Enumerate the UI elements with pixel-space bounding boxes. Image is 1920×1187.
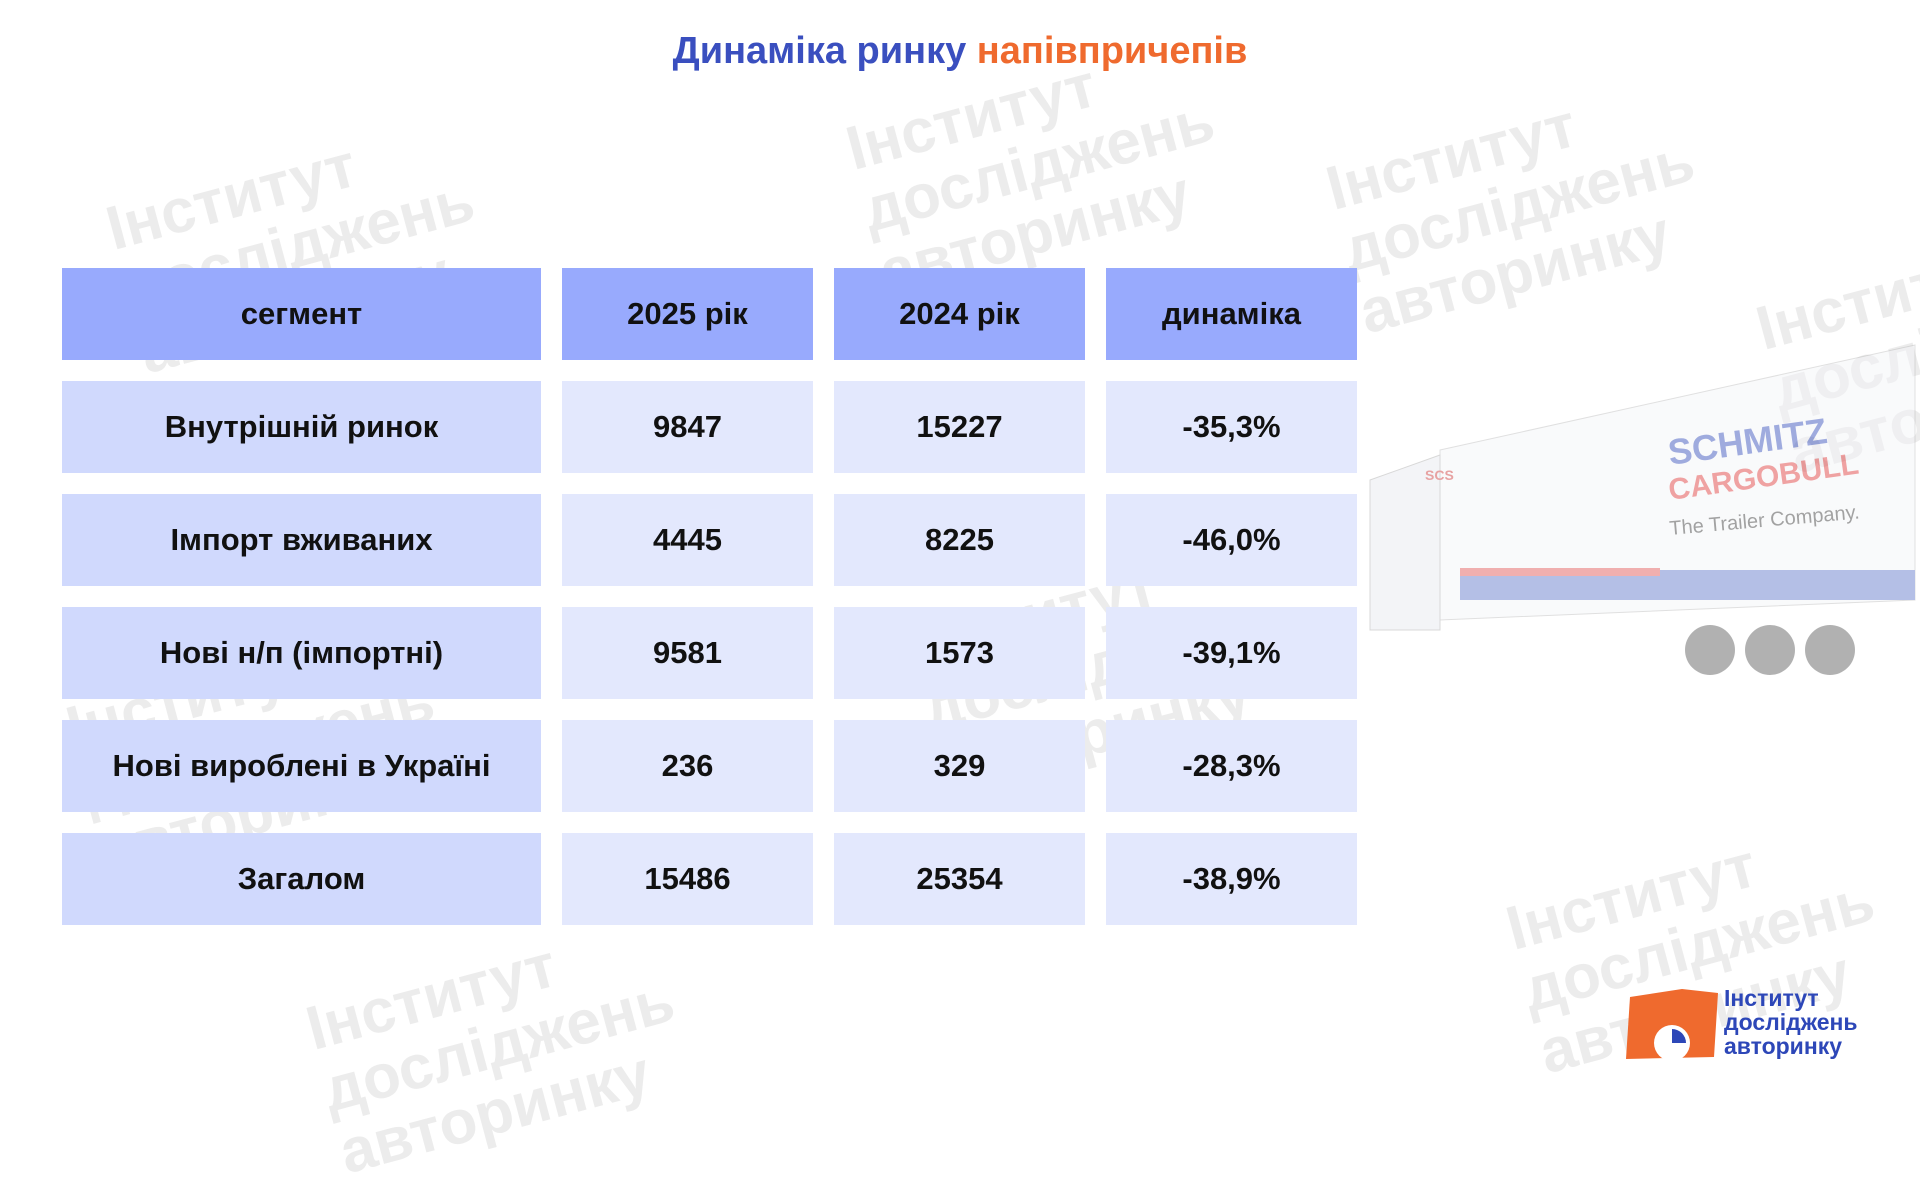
table-cell: 9581 <box>562 607 813 699</box>
table-cell: 9847 <box>562 381 813 473</box>
title: Динаміка ринку напівпричепів <box>0 30 1920 73</box>
header-cell: 2024 рік <box>834 268 1085 360</box>
table-cell: 25354 <box>834 833 1085 925</box>
title-part: Динаміка ринку <box>672 30 967 72</box>
trailer-skirt <box>1460 570 1915 600</box>
table-cell: 15227 <box>834 381 1085 473</box>
table-cell: -35,3% <box>1106 381 1357 473</box>
logo-text: авторинку <box>1724 1033 1843 1059</box>
row-label: Загалом <box>62 833 541 925</box>
wheel <box>1805 625 1855 675</box>
cab <box>1369 454 1441 631</box>
row-label: Імпорт вживаних <box>62 494 541 586</box>
table-cell: 1573 <box>834 607 1085 699</box>
table-cell: -46,0% <box>1106 494 1357 586</box>
row-label: Нові вироблені в Україні <box>62 720 541 812</box>
title-part: напівпричепів <box>976 30 1248 72</box>
table-cell: 8225 <box>834 494 1085 586</box>
logo-shape <box>1626 989 1718 1059</box>
truck-illustration: SCS SCHMITZ CARGOBULL The Trailer Compan… <box>1369 344 1916 675</box>
table-cell: 329 <box>834 720 1085 812</box>
table-cell: 4445 <box>562 494 813 586</box>
table-cell: 236 <box>562 720 813 812</box>
header-cell: сегмент <box>62 268 541 360</box>
trailer-body <box>1439 344 1916 621</box>
cab-badge: SCS <box>1425 467 1454 483</box>
header-cell: 2025 рік <box>562 268 813 360</box>
header-cell: динаміка <box>1106 268 1357 360</box>
logo-text: досліджень <box>1724 1009 1858 1035</box>
logo-text: Інститут <box>1724 985 1819 1011</box>
row-label: Нові н/п (імпортні) <box>62 607 541 699</box>
table-cell: -38,9% <box>1106 833 1357 925</box>
logo-mark <box>1626 989 1718 1061</box>
table-cell: 15486 <box>562 833 813 925</box>
table-cell: -39,1% <box>1106 607 1357 699</box>
wheel <box>1745 625 1795 675</box>
table-cell: -28,3% <box>1106 720 1357 812</box>
row-label: Внутрішній ринок <box>62 381 541 473</box>
trailer-stripe <box>1460 568 1660 576</box>
logo-pie <box>1672 1029 1686 1043</box>
wheel <box>1685 625 1735 675</box>
